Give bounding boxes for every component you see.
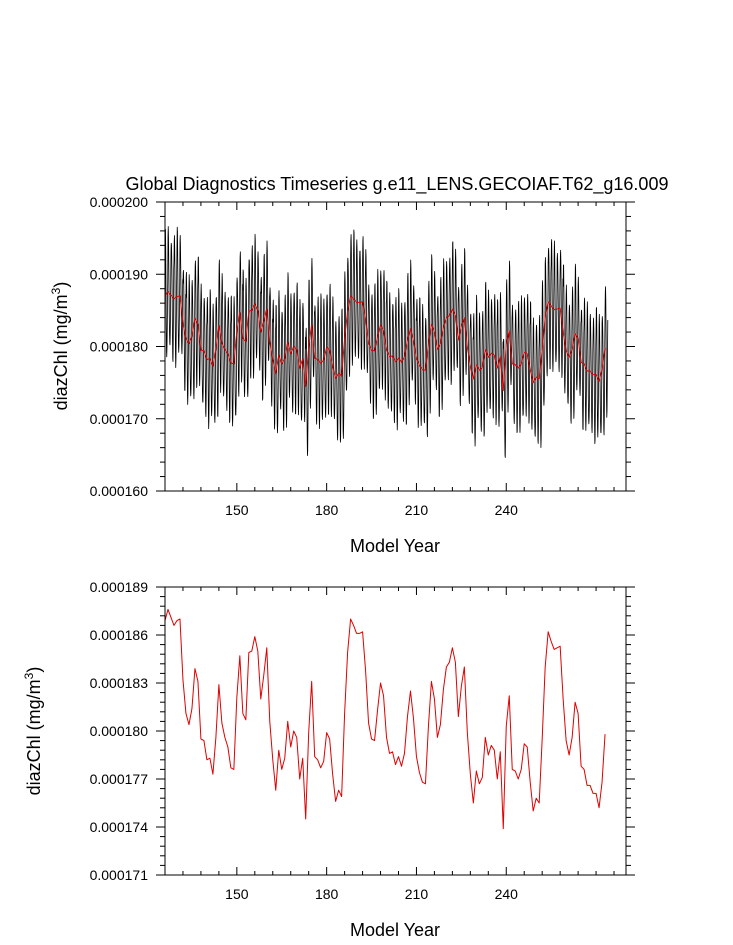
top-tick-labels: 150 180 210 240 0.000160 0.000170 0.000180 0.00… <box>90 194 519 518</box>
top-panel: 150 180 210 240 0.000160 0.000170 0.000180 0.00… <box>49 194 635 556</box>
bottom-y-axis-label: diazChl (mg/m3) <box>22 667 44 796</box>
bottom-plot-frame <box>164 586 627 876</box>
bottom-tick-labels: 150 180 210 240 0.000171 0.000174 0.000177 0.00… <box>90 579 519 902</box>
x-tick-label: 210 <box>405 502 429 518</box>
top-series <box>164 226 609 458</box>
top-plot-frame <box>164 201 627 492</box>
y-tick-label: 0.000186 <box>90 627 149 643</box>
y-tick-label: 0.000174 <box>90 819 149 835</box>
y-tick-label: 0.000171 <box>90 867 149 883</box>
top-ticks <box>156 201 635 492</box>
x-tick-label: 240 <box>495 886 519 902</box>
x-tick-label: 240 <box>495 502 519 518</box>
x-tick-label: 150 <box>225 502 249 518</box>
bottom-ticks <box>156 586 635 876</box>
y-tick-label: 0.000183 <box>90 675 149 691</box>
y-tick-label: 0.000180 <box>90 339 149 355</box>
x-tick-label: 150 <box>225 886 249 902</box>
x-tick-label: 180 <box>315 886 339 902</box>
top-y-axis-label: diazChl (mg/m3) <box>49 282 71 411</box>
y-tick-label: 0.000200 <box>90 194 149 210</box>
series-line-monthly <box>164 226 609 458</box>
series-line-annual <box>164 291 606 392</box>
y-tick-label: 0.000177 <box>90 771 149 787</box>
y-tick-label: 0.000160 <box>90 483 149 499</box>
series-line-annual <box>164 608 606 830</box>
y-tick-label: 0.000190 <box>90 266 149 282</box>
top-x-axis-label: Model Year <box>350 536 440 556</box>
bottom-series <box>164 608 606 830</box>
bottom-panel: 150 180 210 240 0.000171 0.000174 0.000177 0.00… <box>22 579 635 940</box>
x-tick-label: 210 <box>405 886 429 902</box>
chart-title: Global Diagnostics Timeseries g.e11_LENS… <box>126 174 669 195</box>
y-tick-label: 0.000189 <box>90 579 149 595</box>
bottom-x-axis-label: Model Year <box>350 920 440 940</box>
y-tick-label: 0.000180 <box>90 723 149 739</box>
x-tick-label: 180 <box>315 502 339 518</box>
y-tick-label: 0.000170 <box>90 411 149 427</box>
